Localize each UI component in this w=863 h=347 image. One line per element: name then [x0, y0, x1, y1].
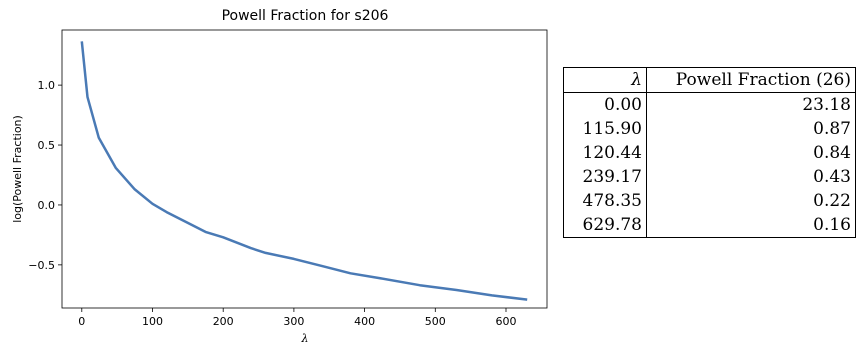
- table-row: 478.35 0.22: [563, 189, 856, 213]
- column-header: Powell Fraction (26): [646, 67, 856, 93]
- table-header-row: λ Powell Fraction (26): [563, 67, 856, 93]
- table-cell: 0.43: [813, 167, 851, 187]
- x-tick-label: 0: [78, 315, 85, 328]
- table-cell: 0.00: [563, 92, 647, 117]
- table-cell: 478.35: [563, 189, 647, 213]
- series-line: [80, 41, 528, 301]
- y-tick-label: 0.5: [38, 139, 56, 152]
- x-tick-label: 100: [142, 315, 163, 328]
- table-cell: 0.22: [813, 191, 851, 211]
- table-cell: 0.16: [813, 215, 851, 235]
- y-tick-label: −0.5: [28, 259, 55, 272]
- table-cell: 115.90: [563, 117, 647, 141]
- plot-frame: [61, 29, 548, 309]
- table-cell: 0.87: [813, 119, 851, 139]
- table-row: 0.00 23.18: [563, 92, 856, 117]
- plot-area: [80, 41, 528, 301]
- y-tick-label: 0.0: [38, 199, 56, 212]
- y-axis: −0.5 0.0 0.5 1.0: [28, 79, 62, 272]
- table-row: 239.17 0.43: [563, 165, 856, 189]
- x-axis-label: λ: [301, 332, 309, 345]
- x-tick-label: 400: [354, 315, 375, 328]
- powell-fraction-table: λ Powell Fraction (26) 0.00 23.18 115.90…: [563, 67, 856, 238]
- table-cell: 23.18: [802, 95, 851, 115]
- line-chart: Powell Fraction for s206 0 100 200 300 400 50…: [11, 8, 548, 345]
- table-cell: 629.78: [563, 213, 647, 238]
- chart-title: Powell Fraction for s206: [222, 8, 389, 24]
- table-row: 120.44 0.84: [563, 141, 856, 165]
- y-axis-label: log(Powell Fraction): [11, 115, 24, 223]
- y-tick-label: 1.0: [38, 79, 56, 92]
- table-row: 629.78 0.16: [563, 213, 856, 238]
- table-cell: 120.44: [563, 141, 647, 165]
- x-tick-label: 500: [425, 315, 446, 328]
- x-tick-label: 300: [283, 315, 304, 328]
- table-row: 115.90 0.87: [563, 117, 856, 141]
- table-cell: 0.84: [813, 143, 851, 163]
- x-tick-label: 600: [495, 315, 516, 328]
- column-header: λ: [563, 67, 647, 93]
- table-cell: 239.17: [563, 165, 647, 189]
- x-axis: 0 100 200 300 400 500 600: [78, 308, 516, 328]
- x-tick-label: 200: [213, 315, 234, 328]
